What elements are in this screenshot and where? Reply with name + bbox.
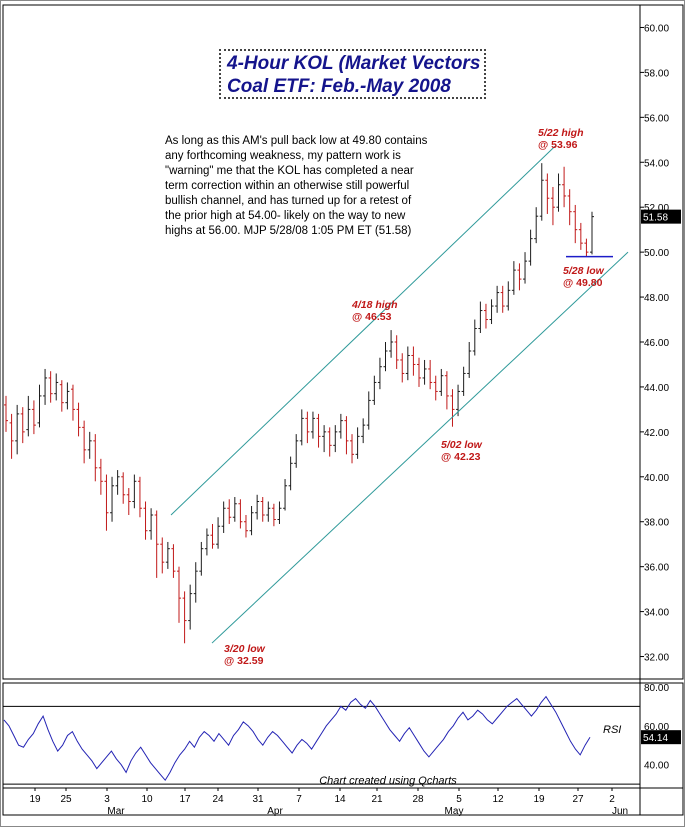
x-tick-label: 19 xyxy=(533,794,545,805)
chart-title-line-2: Coal ETF: Feb.-May 2008 xyxy=(227,76,451,97)
price-tick-label: 48.00 xyxy=(644,293,669,304)
price-tick-label: 42.00 xyxy=(644,428,669,439)
commentary-line: "warning" me that the KOL has completed … xyxy=(165,165,414,177)
chart-title-line-1: 4-Hour KOL (Market Vectors xyxy=(227,53,481,74)
x-tick-label: 27 xyxy=(572,794,584,805)
price-tick-label: 46.00 xyxy=(644,338,669,349)
annotation-label: 5/28 low xyxy=(563,265,605,277)
chart-title-box: 4-Hour KOL (Market Vectors Coal ETF: Feb… xyxy=(219,49,486,99)
commentary-line: any forthcoming weakness, my pattern wor… xyxy=(165,150,401,162)
commentary-line: highs at 56.00. MJP 5/28/08 1:05 PM ET (… xyxy=(165,225,412,237)
rsi-label: RSI xyxy=(603,724,621,736)
last-price-box xyxy=(641,209,681,224)
annotation-label: 5/02 low xyxy=(441,439,483,451)
commentary-line: the prior high at 54.00- likely on the w… xyxy=(165,210,406,222)
x-tick-label: 31 xyxy=(252,794,264,805)
price-tick-label: 40.00 xyxy=(644,473,669,484)
upper-channel-line xyxy=(170,145,556,516)
month-label: Apr xyxy=(267,806,283,817)
x-tick-label: 7 xyxy=(296,794,302,805)
x-tick-label: 12 xyxy=(492,794,504,805)
price-tick-label: 38.00 xyxy=(644,518,669,529)
x-tick-label: 3 xyxy=(104,794,110,805)
rsi-last-value-box xyxy=(641,730,681,745)
annotation-label: @ 49.80 xyxy=(563,277,603,289)
price-tick-label: 56.00 xyxy=(644,113,669,124)
x-tick-label: 17 xyxy=(179,794,191,805)
last-price-label: 51.58 xyxy=(643,213,668,224)
annotation-label: @ 32.59 xyxy=(224,655,264,667)
rsi-tick-label: 60.00 xyxy=(644,722,669,733)
price-tick-label: 60.00 xyxy=(644,23,669,34)
annotation-label: @ 46.53 xyxy=(352,311,392,323)
x-tick-label: 25 xyxy=(60,794,72,805)
price-tick-label: 34.00 xyxy=(644,608,669,619)
rsi-line xyxy=(3,695,591,782)
rsi-tick-label: 40.00 xyxy=(644,761,669,772)
month-label: May xyxy=(445,806,464,817)
annotation-label: 5/22 high xyxy=(538,127,584,139)
x-tick-label: 10 xyxy=(141,794,153,805)
price-tick-label: 44.00 xyxy=(644,383,669,394)
annotation-label: @ 42.23 xyxy=(441,451,481,463)
lower-channel-line xyxy=(211,251,629,644)
commentary-line: term correction within an otherwise stil… xyxy=(165,180,410,192)
rsi-last-value-label: 54.14 xyxy=(643,733,668,744)
time-axis-frame xyxy=(2,787,684,816)
x-tick-label: 19 xyxy=(29,794,41,805)
x-tick-label: 5 xyxy=(456,794,462,805)
x-tick-label: 2 xyxy=(609,794,615,805)
x-tick-label: 24 xyxy=(212,794,224,805)
month-label: Mar xyxy=(107,806,125,817)
annotation-label: 3/20 low xyxy=(224,643,266,655)
x-tick-label: 28 xyxy=(412,794,424,805)
annotation-label: @ 53.96 xyxy=(538,139,578,151)
commentary-text: As long as this AM's pull back low at 49… xyxy=(165,134,465,239)
commentary-line: bullish channel, and has turned up for a… xyxy=(165,195,412,207)
commentary-line: As long as this AM's pull back low at 49… xyxy=(165,135,428,147)
price-tick-label: 58.00 xyxy=(644,68,669,79)
price-tick-label: 50.00 xyxy=(644,248,669,259)
price-tick-label: 54.00 xyxy=(644,158,669,169)
x-tick-label: 14 xyxy=(334,794,346,805)
annotation-label: 4/18 high xyxy=(351,299,398,311)
price-panel-frame xyxy=(2,4,684,680)
price-tick-label: 52.00 xyxy=(644,203,669,214)
price-tick-label: 32.00 xyxy=(644,653,669,664)
month-label: Jun xyxy=(612,806,628,817)
x-tick-label: 21 xyxy=(371,794,383,805)
rsi-tick-label: 80.00 xyxy=(644,683,669,694)
price-tick-label: 36.00 xyxy=(644,563,669,574)
chart-credit: Chart created using Qcharts xyxy=(319,775,457,787)
